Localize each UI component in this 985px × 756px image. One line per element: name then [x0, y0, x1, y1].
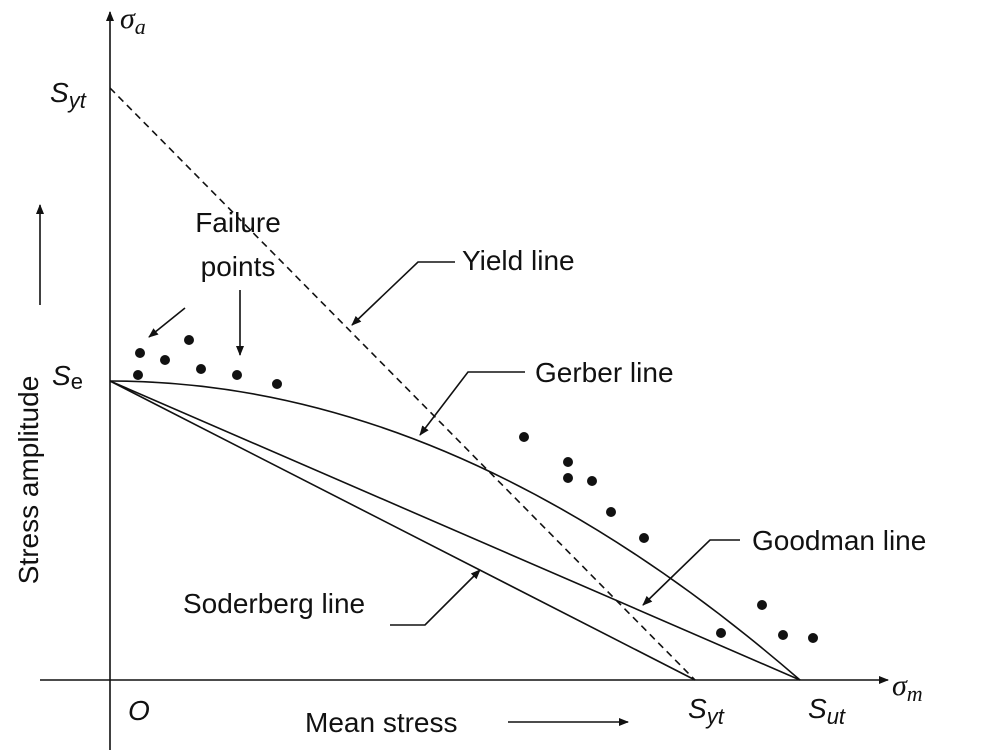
failure-points: [133, 335, 818, 643]
yield-line: [109, 87, 696, 681]
gerber-line: [109, 380, 801, 681]
y-axis-name: Stress amplitude: [13, 376, 44, 585]
annotation: points: [201, 251, 276, 282]
y-label: Se: [52, 360, 83, 394]
leader: [642, 539, 740, 606]
x-label: Syt: [688, 693, 725, 729]
annotation: Yield line: [462, 245, 575, 276]
x-label: O: [128, 695, 150, 726]
soderberg-line: [109, 380, 696, 681]
annotation: Soderberg line: [183, 588, 365, 619]
annotation: Gerber line: [535, 357, 674, 388]
annotation: Goodman line: [752, 525, 926, 556]
leader: [148, 307, 186, 338]
y-label: Syt: [50, 77, 87, 113]
x-label: Sut: [808, 693, 846, 729]
leader: [419, 371, 525, 436]
goodman-line: [109, 380, 801, 681]
leader: [351, 261, 455, 326]
annotation: Failure: [195, 207, 281, 238]
x-axis-name: Mean stress: [305, 707, 458, 738]
leader: [390, 569, 481, 626]
axis-symbol: σa: [120, 2, 146, 39]
axis-symbol: σm: [892, 669, 923, 706]
